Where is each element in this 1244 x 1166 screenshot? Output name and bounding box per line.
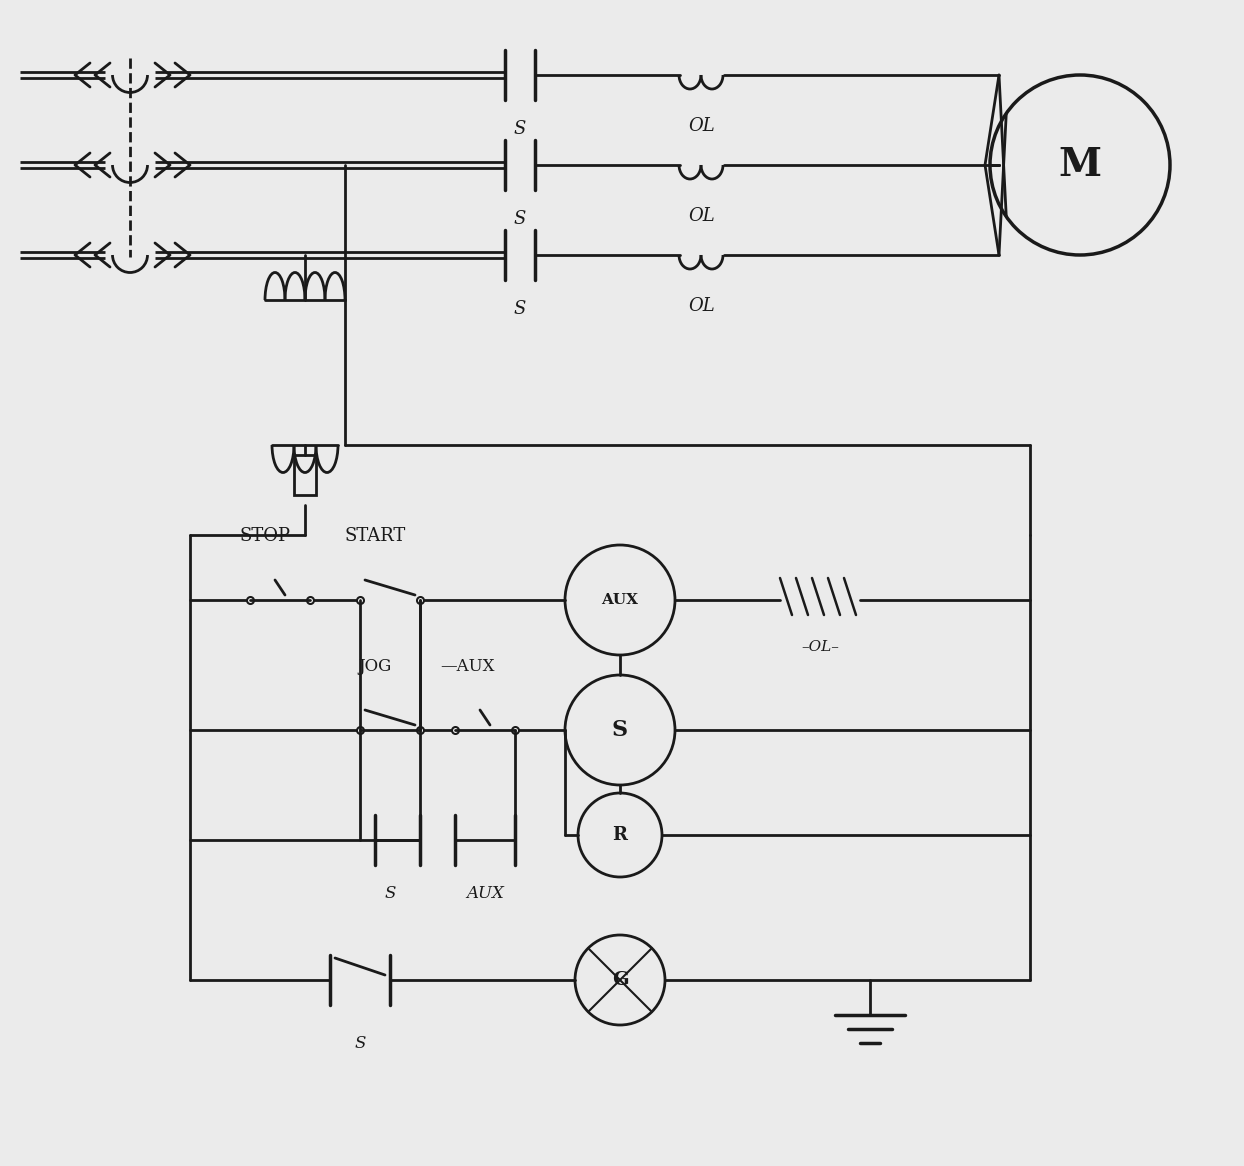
Text: AUX: AUX [466,885,504,902]
Text: —AUX: —AUX [440,658,495,675]
Text: –OL–: –OL– [801,640,838,654]
Text: S: S [514,300,526,318]
Text: OL: OL [689,297,715,315]
Text: S: S [514,120,526,138]
Text: G: G [612,971,628,989]
Text: S: S [612,719,628,742]
Text: JOG: JOG [358,658,392,675]
Text: S: S [384,885,396,902]
Text: R: R [612,826,627,844]
Bar [294,455,316,496]
Text: START: START [345,527,406,545]
Text: S: S [355,1035,366,1052]
Text: STOP: STOP [240,527,291,545]
Text: OL: OL [689,117,715,135]
Text: M: M [1059,146,1102,184]
Text: OL: OL [689,208,715,225]
Text: S: S [514,210,526,229]
Text: AUX: AUX [602,593,638,607]
